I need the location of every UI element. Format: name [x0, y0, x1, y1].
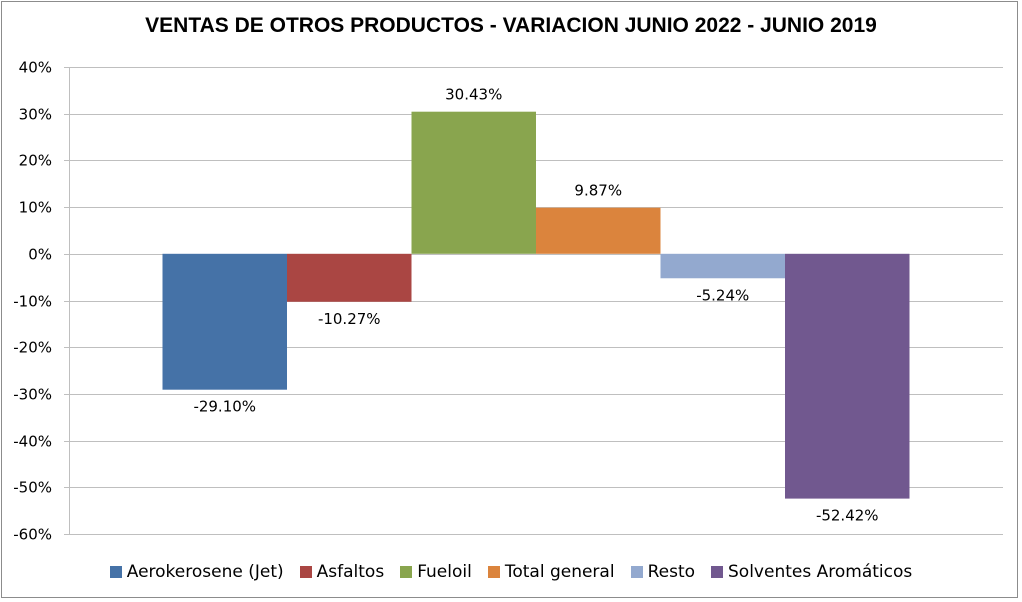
y-tick-label: -20%: [13, 339, 52, 357]
bar-solventes-arom-ticos: [785, 253, 910, 499]
legend-swatch: [109, 566, 122, 578]
legend-swatch: [630, 566, 643, 578]
legend-swatch: [711, 566, 724, 578]
legend-swatch: [299, 566, 312, 578]
chart-title: VENTAS DE OTROS PRODUCTOS - VARIACION JU…: [145, 14, 877, 37]
bars: [162, 111, 910, 499]
legend-swatch: [487, 566, 500, 578]
y-axis-ticks: 40% 30% 20% 10% 0% -10% -20% -30% -40% -50% -60%: [13, 59, 52, 544]
legend-item: Resto: [630, 562, 696, 582]
data-label: 30.43%: [445, 86, 502, 104]
legend-label: Total general: [504, 562, 615, 582]
data-label: -5.24%: [696, 286, 749, 304]
legend-item: Aerokerosene (Jet): [109, 562, 284, 582]
bar-resto: [660, 253, 785, 279]
legend-label: Aerokerosene (Jet): [126, 562, 284, 582]
legend-label: Fueloil: [417, 562, 472, 582]
data-label: -52.42%: [816, 507, 879, 525]
bar-fueloil: [411, 111, 536, 254]
legend-item: Asfaltos: [299, 562, 385, 582]
y-tick-label: -40%: [13, 433, 52, 451]
y-tick-label: -50%: [13, 479, 52, 497]
legend: Aerokerosene (Jet) Asfaltos Fueloil Total g…: [0, 562, 1022, 582]
legend-label: Asfaltos: [316, 562, 385, 582]
y-tick-label: -30%: [13, 386, 52, 404]
y-tick-label: 20%: [19, 152, 52, 170]
data-labels: -29.10% -10.27% 30.43% 9.87% -5.24% -52.42%: [193, 86, 878, 525]
y-tick-label: 10%: [19, 199, 52, 217]
legend-item: Fueloil: [400, 562, 472, 582]
y-tick-label: -10%: [13, 293, 52, 311]
y-tick-label: -60%: [13, 526, 52, 544]
data-label: 9.87%: [574, 182, 622, 200]
legend-item: Solventes Aromáticos: [711, 562, 912, 582]
legend-label: Resto: [647, 562, 696, 582]
y-tick-label: 0%: [28, 246, 52, 264]
data-label: -29.10%: [193, 398, 256, 416]
y-tick-label: 30%: [19, 106, 52, 124]
bar-total-general: [536, 207, 661, 254]
data-label: -10.27%: [318, 310, 381, 328]
bar-aerokerosene-jet: [162, 253, 287, 390]
legend-item: Total general: [487, 562, 615, 582]
legend-swatch: [400, 566, 413, 578]
bar-asfaltos: [287, 253, 412, 302]
legend-label: Solventes Aromáticos: [728, 562, 913, 582]
y-tick-label: 40%: [19, 59, 52, 77]
